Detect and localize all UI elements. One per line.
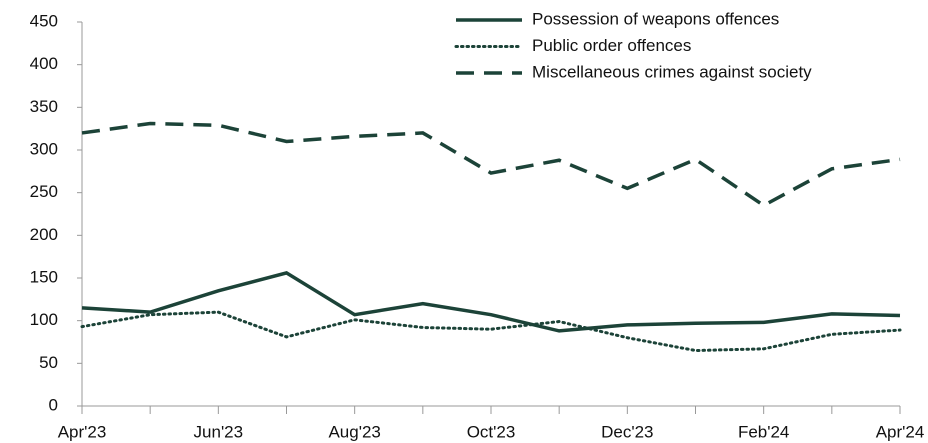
legend-label: Public order offences (532, 36, 691, 55)
y-tick-label: 100 (30, 310, 58, 329)
x-tick-label: Dec'23 (601, 422, 653, 441)
legend-label: Possession of weapons offences (532, 9, 779, 28)
x-tick-label: Jun'23 (194, 422, 244, 441)
y-tick-label: 450 (30, 11, 58, 30)
y-tick-label: 0 (49, 395, 58, 414)
x-tick-label: Aug'23 (328, 422, 380, 441)
legend-label: Miscellaneous crimes against society (532, 62, 812, 81)
x-tick-label: Feb'24 (738, 422, 789, 441)
x-tick-label: Apr'23 (58, 422, 107, 441)
y-tick-label: 150 (30, 267, 58, 286)
y-tick-label: 300 (30, 139, 58, 158)
series-line (81, 270, 901, 333)
y-tick-label: 250 (30, 182, 58, 201)
y-tick-label: 200 (30, 225, 58, 244)
x-tick-label: Oct'23 (467, 422, 516, 441)
series-line (80, 310, 902, 353)
y-tick-label: 350 (30, 97, 58, 116)
series-line (81, 121, 901, 208)
x-tick-label: Apr'24 (876, 422, 925, 441)
y-tick-label: 50 (39, 353, 58, 372)
y-tick-label: 400 (30, 54, 58, 73)
